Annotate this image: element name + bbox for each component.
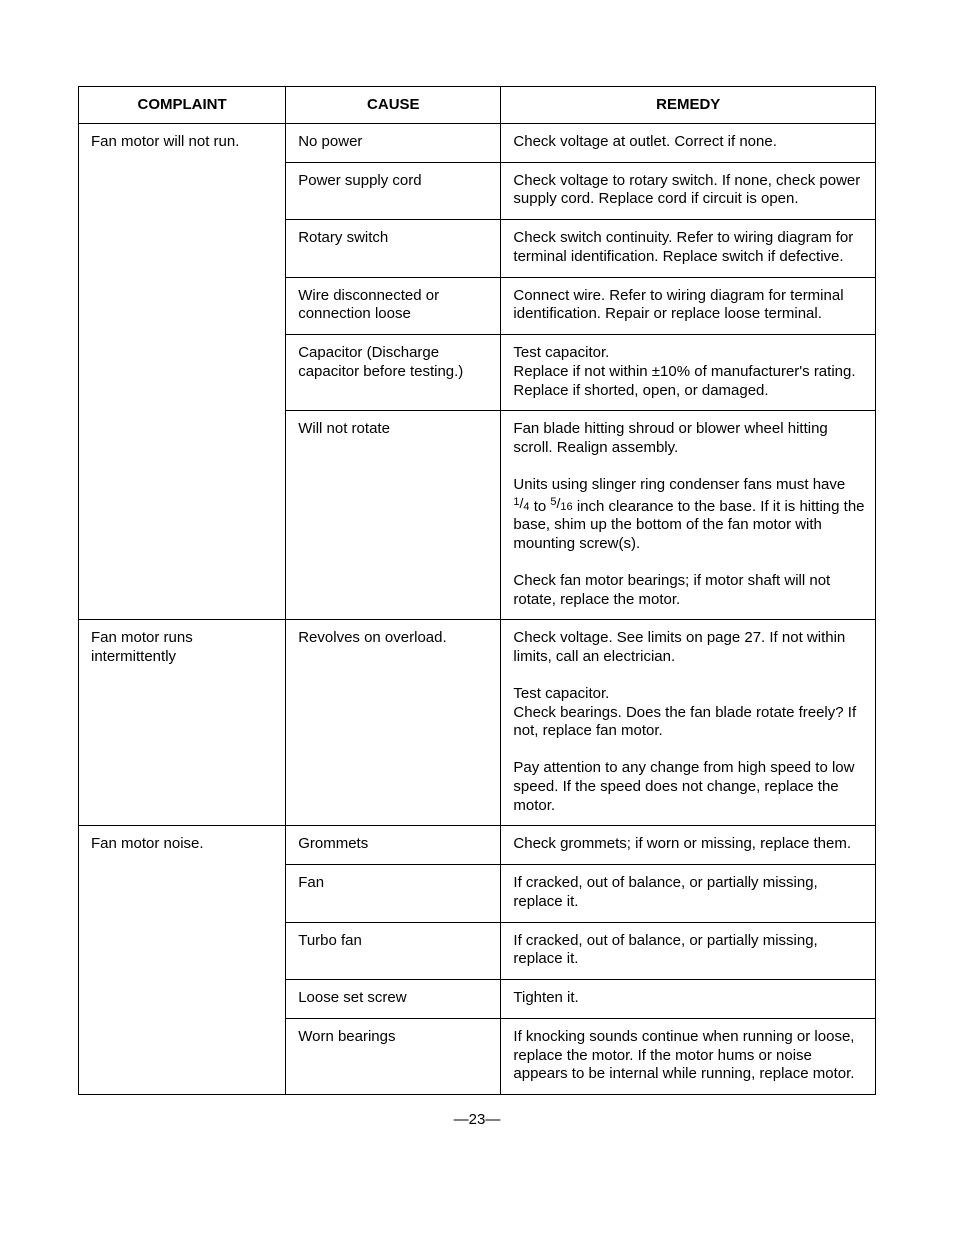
- table-row: Fan motor will not run.No powerCheck vol…: [79, 123, 876, 162]
- table-header-row: COMPLAINT CAUSE REMEDY: [79, 87, 876, 124]
- cause-cell: No power: [286, 123, 501, 162]
- remedy-text: Test capacitor.Replace if not within ±10…: [513, 344, 865, 400]
- remedy-text: If cracked, out of balance, or partially…: [513, 874, 865, 912]
- header-complaint: COMPLAINT: [79, 87, 286, 124]
- remedy-text: Fan blade hitting shroud or blower wheel…: [513, 420, 865, 458]
- header-remedy: REMEDY: [501, 87, 876, 124]
- complaint-cell: Fan motor will not run.: [79, 123, 286, 620]
- cause-cell: Revolves on overload.: [286, 620, 501, 826]
- remedy-text: If cracked, out of balance, or partially…: [513, 932, 865, 970]
- remedy-cell: If cracked, out of balance, or partially…: [501, 865, 876, 923]
- page: COMPLAINT CAUSE REMEDY Fan motor will no…: [0, 0, 954, 1170]
- cause-cell: Will not rotate: [286, 411, 501, 620]
- remedy-text: Check voltage to rotary switch. If none,…: [513, 172, 865, 210]
- remedy-text: Check fan motor bearings; if motor shaft…: [513, 572, 865, 610]
- troubleshooting-table: COMPLAINT CAUSE REMEDY Fan motor will no…: [78, 86, 876, 1095]
- complaint-cell: Fan motor noise.: [79, 826, 286, 1095]
- remedy-cell: Check grommets; if worn or missing, repl…: [501, 826, 876, 865]
- remedy-text: Test capacitor.Check bearings. Does the …: [513, 685, 865, 741]
- header-cause: CAUSE: [286, 87, 501, 124]
- cause-cell: Worn bearings: [286, 1018, 501, 1094]
- remedy-cell: Connect wire. Refer to wiring diagram fo…: [501, 277, 876, 335]
- page-number: —23—: [78, 1111, 876, 1130]
- cause-cell: Turbo fan: [286, 922, 501, 980]
- remedy-text: Tighten it.: [513, 989, 865, 1008]
- remedy-text: Check switch continuity. Refer to wiring…: [513, 229, 865, 267]
- remedy-cell: Check voltage at outlet. Correct if none…: [501, 123, 876, 162]
- cause-cell: Power supply cord: [286, 162, 501, 220]
- remedy-cell: Fan blade hitting shroud or blower wheel…: [501, 411, 876, 620]
- remedy-cell: Test capacitor.Replace if not within ±10…: [501, 335, 876, 411]
- cause-cell: Wire disconnected or connection loose: [286, 277, 501, 335]
- cause-cell: Loose set screw: [286, 980, 501, 1019]
- cause-cell: Grommets: [286, 826, 501, 865]
- remedy-cell: If cracked, out of balance, or partially…: [501, 922, 876, 980]
- table-row: Fan motor runs intermittentlyRevolves on…: [79, 620, 876, 826]
- cause-cell: Fan: [286, 865, 501, 923]
- cause-cell: Capacitor (Discharge capacitor before te…: [286, 335, 501, 411]
- remedy-text: Pay attention to any change from high sp…: [513, 759, 865, 815]
- remedy-cell: Tighten it.: [501, 980, 876, 1019]
- remedy-cell: Check voltage to rotary switch. If none,…: [501, 162, 876, 220]
- remedy-cell: Check switch continuity. Refer to wiring…: [501, 220, 876, 278]
- remedy-text: Check voltage at outlet. Correct if none…: [513, 133, 865, 152]
- remedy-cell: Check voltage. See limits on page 27. If…: [501, 620, 876, 826]
- cause-cell: Rotary switch: [286, 220, 501, 278]
- table-row: Fan motor noise.GrommetsCheck grommets; …: [79, 826, 876, 865]
- remedy-text: If knocking sounds continue when running…: [513, 1028, 865, 1084]
- remedy-cell: If knocking sounds continue when running…: [501, 1018, 876, 1094]
- remedy-text: Check grommets; if worn or missing, repl…: [513, 835, 865, 854]
- remedy-text: Connect wire. Refer to wiring diagram fo…: [513, 287, 865, 325]
- complaint-cell: Fan motor runs intermittently: [79, 620, 286, 826]
- remedy-text: Units using slinger ring condenser fans …: [513, 476, 865, 554]
- remedy-text: Check voltage. See limits on page 27. If…: [513, 629, 865, 667]
